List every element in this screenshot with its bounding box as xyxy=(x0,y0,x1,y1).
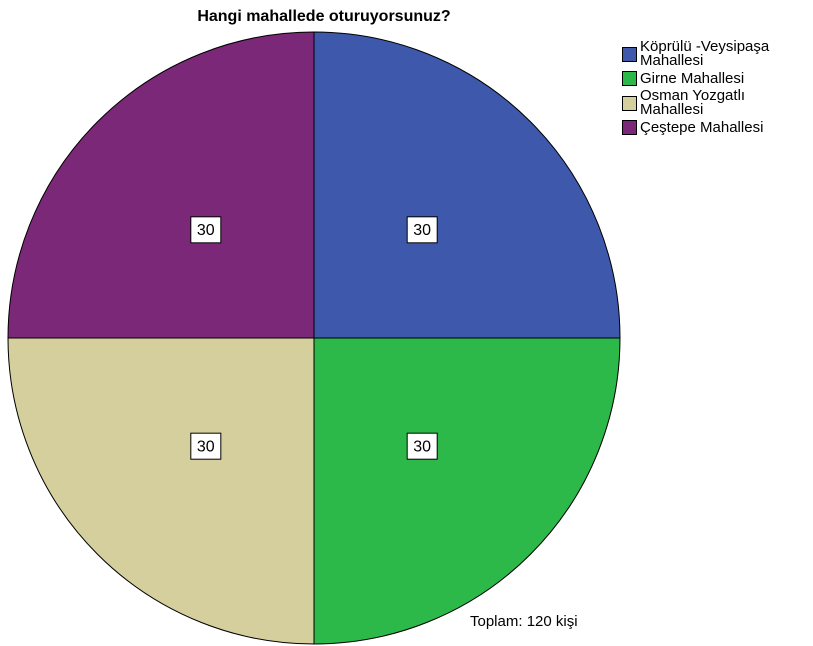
value-label: 30 xyxy=(197,222,215,239)
legend-swatch xyxy=(622,95,637,111)
legend-swatch xyxy=(622,120,637,135)
slices xyxy=(7,31,621,645)
value-label-box xyxy=(406,432,438,460)
legend-item: Girne Mahallesi xyxy=(622,71,812,86)
legend-label: Köprülü -Veysipaşa Mahallesi xyxy=(640,38,770,69)
legend-item: Çeştepe Mahallesi xyxy=(622,120,812,135)
value-label-box xyxy=(406,216,438,244)
chart-title: Hangi mahallede oturuyorsunuz? xyxy=(197,8,450,25)
pie-slice xyxy=(313,337,621,645)
value-label-box xyxy=(190,432,222,460)
legend-label: Çeştepe Mahallesi xyxy=(640,118,764,136)
value-label: 30 xyxy=(197,438,215,455)
legend-item: Köprülü -Veysipaşa Mahallesi xyxy=(622,38,812,69)
legend: Köprülü -Veysipaşa Mahallesi Girne Mahall… xyxy=(622,38,812,138)
legend-label: Girne Mahallesi xyxy=(640,69,745,87)
legend-item: Osman Yozgatlı Mahallesi xyxy=(622,87,812,118)
value-label: 30 xyxy=(413,438,431,455)
value-label: 30 xyxy=(413,222,431,239)
legend-swatch xyxy=(622,71,637,86)
legend-label: Osman Yozgatlı Mahallesi xyxy=(640,87,746,118)
pie-slice xyxy=(7,31,315,339)
value-label-box xyxy=(190,216,222,244)
annotation: Toplam: 120 kişi xyxy=(470,613,578,630)
pie-slice xyxy=(7,337,315,645)
legend-swatch xyxy=(622,46,637,62)
pie-slice xyxy=(313,31,621,339)
